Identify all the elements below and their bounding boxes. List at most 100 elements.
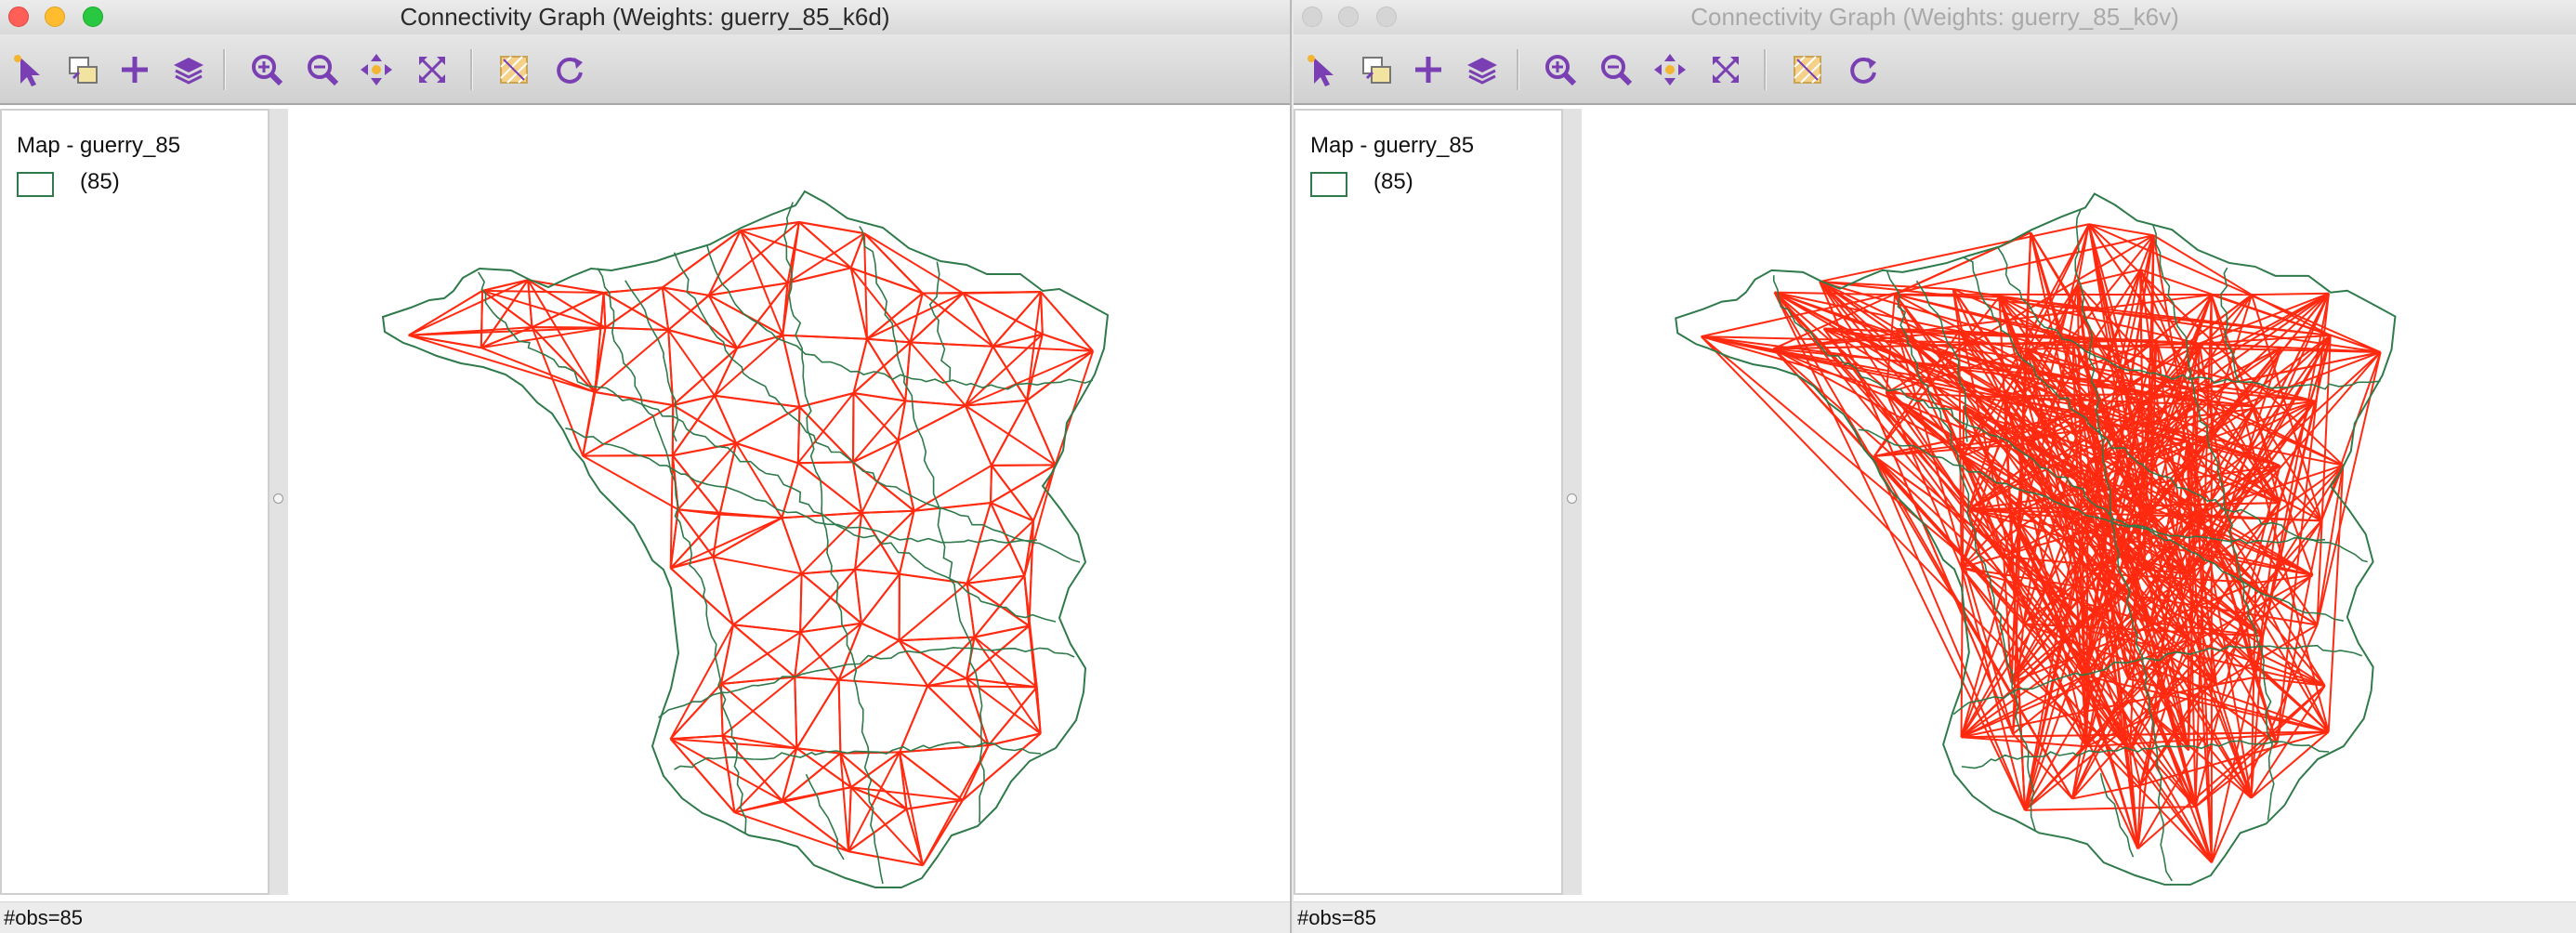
connectivity-edge: [782, 334, 868, 340]
legend-panel[interactable]: Map - guerry_85 (85): [0, 109, 269, 895]
connectivity-edge: [801, 568, 856, 575]
connectivity-edge: [1023, 465, 1057, 576]
connectivity-edge: [735, 406, 800, 444]
connectivity-edge: [2276, 293, 2330, 744]
connectivity-edge: [736, 282, 789, 349]
connectivity-edge: [480, 347, 596, 393]
internal-borders: [478, 202, 1094, 885]
connectivity-map[interactable]: [288, 105, 1290, 901]
connectivity-edge: [849, 267, 912, 344]
connectivity-map[interactable]: [1582, 105, 2576, 901]
connectivity-edge: [672, 442, 737, 457]
connectivity-edge: [2149, 621, 2189, 641]
connectivity-edge: [800, 572, 862, 624]
connectivity-edge: [2070, 512, 2152, 799]
connectivity-edge: [781, 463, 799, 519]
legend-count: (85): [1373, 169, 1413, 194]
zoom-out-button[interactable]: [301, 48, 344, 91]
add-layer-button[interactable]: [113, 48, 156, 91]
connectivity-edge: [839, 753, 852, 788]
connectivity-edge: [966, 677, 990, 746]
close-window-button[interactable]: [1302, 7, 1322, 27]
select-tool-button[interactable]: [6, 48, 48, 91]
connectivity-edge: [670, 738, 783, 802]
connectivity-edge: [670, 738, 797, 750]
connectivity-window-right[interactable]: Connectivity Graph (Weights: guerry_85_k…: [1294, 0, 2576, 933]
close-window-button[interactable]: [8, 7, 29, 27]
minimize-window-button[interactable]: [45, 7, 65, 27]
map-canvas[interactable]: [288, 105, 1290, 901]
connectivity-edge: [992, 346, 1028, 401]
full-extent-button[interactable]: [1704, 48, 1747, 91]
connectivity-window-left[interactable]: Connectivity Graph (Weights: guerry_85_k…: [0, 0, 1292, 933]
connectivity-edge: [712, 557, 734, 625]
connectivity-edge: [966, 582, 1030, 627]
zoom-window-button[interactable]: [1376, 7, 1397, 27]
zoom-in-button[interactable]: [245, 48, 288, 91]
legend-swatch[interactable]: [17, 172, 54, 197]
title-bar[interactable]: Connectivity Graph (Weights: guerry_85_k…: [0, 0, 1290, 34]
zoom-out-button[interactable]: [1595, 48, 1637, 91]
connectivity-edge: [1042, 333, 1094, 352]
connectivity-edge: [1961, 566, 2151, 624]
selection-shape-button[interactable]: [61, 48, 104, 91]
connectivity-edge: [2210, 401, 2317, 863]
connectivity-edge: [899, 636, 975, 642]
layers-button[interactable]: [1461, 48, 1504, 91]
basemap-button[interactable]: [493, 48, 535, 91]
map-canvas[interactable]: [1582, 105, 2576, 901]
connectivity-edge: [1961, 675, 2085, 739]
connectivity-edge: [708, 282, 788, 296]
connectivity-edge: [849, 232, 865, 269]
refresh-button[interactable]: [548, 48, 591, 91]
connectivity-edge: [2022, 407, 2091, 624]
full-extent-button[interactable]: [411, 48, 453, 91]
connectivity-edge: [854, 512, 863, 570]
connectivity-edge: [712, 514, 721, 558]
panel-splitter[interactable]: [1563, 109, 1582, 895]
connectivity-edge: [838, 678, 928, 688]
connectivity-edge: [794, 632, 802, 677]
full-extent-icon: [419, 57, 445, 83]
minimize-window-button[interactable]: [1338, 7, 1359, 27]
panel-splitter[interactable]: [269, 109, 288, 895]
select-tool-button[interactable]: [1299, 48, 1342, 91]
splitter-handle-icon[interactable]: [1567, 493, 1577, 504]
layers-button[interactable]: [167, 48, 210, 91]
connectivity-edge: [800, 512, 862, 575]
connectivity-edge: [2022, 284, 2079, 624]
department-border: [565, 427, 1038, 544]
zoom-window-button[interactable]: [83, 7, 103, 27]
connectivity-edge: [2083, 393, 2144, 677]
full-extent-icon: [1713, 57, 1739, 83]
pan-button[interactable]: [1649, 48, 1691, 91]
basemap-button[interactable]: [1786, 48, 1829, 91]
connectivity-edge: [861, 573, 900, 624]
connectivity-edge: [922, 291, 1042, 295]
legend-panel[interactable]: Map - guerry_85 (85): [1294, 109, 1563, 895]
connectivity-edge: [782, 283, 789, 335]
connectivity-edge: [795, 679, 840, 749]
selection-shape-button[interactable]: [1355, 48, 1398, 91]
connectivity-edge: [2023, 339, 2158, 811]
connectivity-edge: [582, 327, 607, 456]
connectivity-edge: [927, 685, 1037, 689]
add-layer-button[interactable]: [1407, 48, 1450, 91]
zoom-in-button[interactable]: [1539, 48, 1582, 91]
refresh-button[interactable]: [1842, 48, 1885, 91]
connectivity-edge: [2316, 465, 2345, 625]
refresh-icon: [557, 57, 583, 84]
connectivity-edge: [713, 556, 802, 575]
legend-swatch[interactable]: [1310, 172, 1347, 197]
splitter-handle-icon[interactable]: [273, 493, 283, 504]
connectivity-edge: [719, 624, 734, 685]
connectivity-edge: [848, 850, 924, 867]
connectivity-edge: [532, 326, 606, 329]
connectivity-edge: [1026, 334, 1044, 401]
zoom-in-icon: [252, 55, 283, 86]
connectivity-edge: [899, 685, 929, 753]
connectivity-edge: [667, 295, 710, 331]
connectivity-edge: [2012, 733, 2073, 800]
title-bar[interactable]: Connectivity Graph (Weights: guerry_85_k…: [1294, 0, 2576, 34]
pan-button[interactable]: [355, 48, 398, 91]
